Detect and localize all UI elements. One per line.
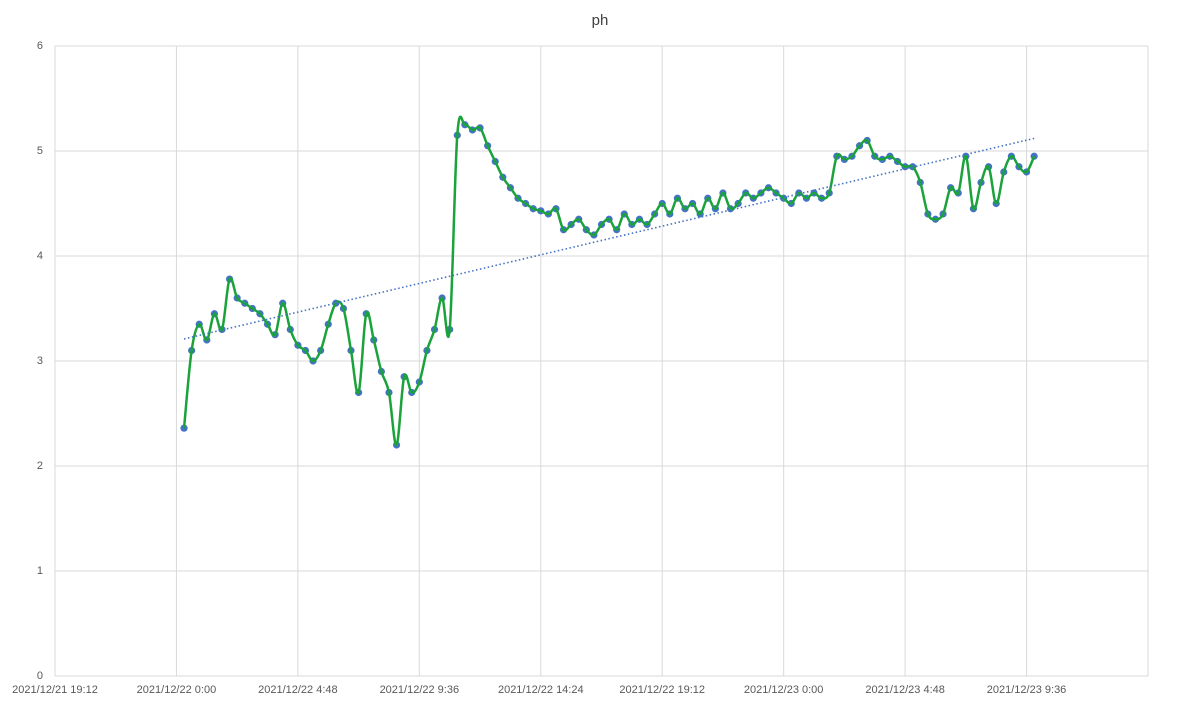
x-tick-label: 2021/12/21 19:12 <box>12 684 98 696</box>
y-tick-label: 4 <box>37 250 43 262</box>
y-tick-label: 3 <box>37 355 43 367</box>
x-tick-label: 2021/12/22 4:48 <box>258 684 338 696</box>
x-tick-label: 2021/12/22 0:00 <box>137 684 217 696</box>
x-tick-label: 2021/12/23 0:00 <box>744 684 824 696</box>
series-line <box>182 115 1036 447</box>
chart-title: ph <box>592 12 609 29</box>
y-tick-label: 2 <box>37 460 43 472</box>
y-tick-label: 5 <box>37 145 43 157</box>
x-tick-label: 2021/12/23 9:36 <box>987 684 1067 696</box>
x-tick-label: 2021/12/22 14:24 <box>498 684 584 696</box>
y-tick-label: 6 <box>37 40 43 52</box>
x-tick-label: 2021/12/22 9:36 <box>380 684 460 696</box>
trendline <box>183 137 1035 340</box>
y-tick-label: 0 <box>37 670 43 682</box>
x-tick-label: 2021/12/22 19:12 <box>619 684 705 696</box>
x-tick-label: 2021/12/23 4:48 <box>865 684 945 696</box>
y-tick-label: 1 <box>37 565 43 577</box>
